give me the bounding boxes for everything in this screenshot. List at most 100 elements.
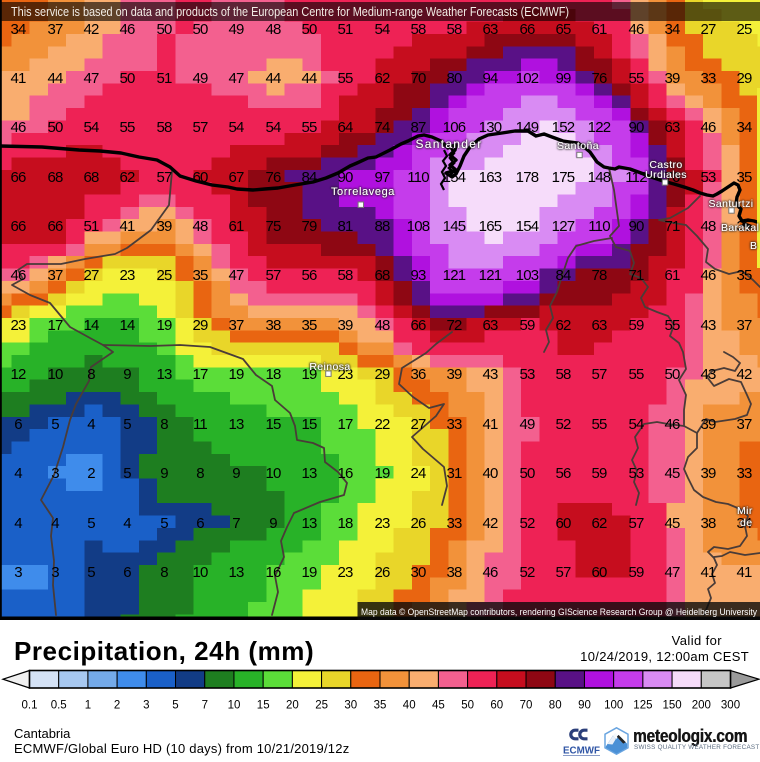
svg-text:48: 48 (265, 21, 281, 38)
svg-text:62: 62 (555, 317, 571, 334)
svg-text:72: 72 (446, 317, 462, 334)
svg-text:19: 19 (374, 465, 390, 482)
svg-text:97: 97 (374, 169, 390, 186)
svg-text:25: 25 (156, 267, 172, 284)
svg-text:41: 41 (119, 218, 135, 235)
svg-text:38: 38 (700, 515, 716, 532)
svg-text:71: 71 (664, 218, 680, 235)
svg-text:74: 74 (374, 119, 390, 136)
svg-text:63: 63 (482, 317, 498, 334)
svg-text:148: 148 (588, 169, 611, 186)
svg-text:53: 53 (519, 366, 535, 383)
svg-text:27: 27 (83, 267, 99, 284)
svg-text:50: 50 (192, 21, 208, 38)
svg-text:52: 52 (519, 515, 535, 532)
svg-text:38: 38 (446, 564, 462, 581)
svg-text:25: 25 (736, 21, 752, 38)
svg-text:55: 55 (628, 366, 644, 383)
svg-text:42: 42 (482, 515, 498, 532)
svg-text:44: 44 (265, 70, 281, 87)
svg-text:4: 4 (14, 515, 22, 532)
svg-text:47: 47 (664, 564, 680, 581)
svg-text:59: 59 (519, 317, 535, 334)
svg-text:51: 51 (337, 21, 353, 38)
svg-text:45: 45 (432, 700, 445, 712)
svg-text:15: 15 (257, 700, 270, 712)
svg-text:108: 108 (407, 218, 430, 235)
svg-text:This service is based on data: This service is based on data and produc… (11, 5, 569, 19)
svg-text:55: 55 (591, 416, 607, 433)
svg-text:27: 27 (410, 416, 426, 433)
svg-text:43: 43 (700, 317, 716, 334)
svg-text:41: 41 (700, 564, 716, 581)
svg-text:178: 178 (516, 169, 539, 186)
svg-text:56: 56 (555, 465, 571, 482)
svg-text:39: 39 (337, 317, 353, 334)
svg-text:62: 62 (374, 70, 390, 87)
svg-text:42: 42 (83, 21, 99, 38)
svg-text:50: 50 (664, 366, 680, 383)
svg-text:39: 39 (664, 70, 680, 87)
svg-text:200: 200 (692, 700, 711, 712)
svg-text:78: 78 (591, 267, 607, 284)
svg-text:17: 17 (47, 317, 63, 334)
svg-text:39: 39 (700, 465, 716, 482)
svg-text:20: 20 (286, 700, 299, 712)
svg-text:19: 19 (156, 317, 172, 334)
svg-text:57: 57 (591, 366, 607, 383)
svg-text:65: 65 (555, 21, 571, 38)
svg-text:50: 50 (519, 465, 535, 482)
svg-text:61: 61 (228, 218, 244, 235)
svg-text:17: 17 (337, 416, 353, 433)
svg-text:7: 7 (232, 515, 240, 532)
svg-text:145: 145 (443, 218, 466, 235)
svg-text:88: 88 (374, 218, 390, 235)
svg-text:41: 41 (736, 564, 752, 581)
svg-text:125: 125 (633, 700, 652, 712)
svg-text:Barakal: Barakal (721, 222, 759, 234)
svg-text:59: 59 (628, 317, 644, 334)
svg-text:7: 7 (202, 700, 208, 712)
svg-text:60: 60 (555, 515, 571, 532)
svg-text:26: 26 (410, 515, 426, 532)
svg-text:23: 23 (337, 564, 353, 581)
svg-text:71: 71 (628, 267, 644, 284)
svg-text:18: 18 (265, 366, 281, 383)
svg-text:6: 6 (196, 515, 204, 532)
svg-text:5: 5 (123, 416, 131, 433)
svg-text:50: 50 (301, 21, 317, 38)
svg-text:49: 49 (192, 70, 208, 87)
svg-text:38: 38 (265, 317, 281, 334)
svg-text:122: 122 (588, 119, 611, 136)
svg-text:33: 33 (736, 465, 752, 482)
svg-text:46: 46 (119, 21, 135, 38)
svg-text:34: 34 (10, 21, 26, 38)
svg-text:84: 84 (301, 169, 317, 186)
svg-text:Santander: Santander (415, 137, 482, 151)
svg-text:57: 57 (555, 564, 571, 581)
svg-text:106: 106 (443, 119, 466, 136)
svg-text:62: 62 (591, 515, 607, 532)
svg-text:51: 51 (156, 70, 172, 87)
svg-text:62: 62 (119, 169, 135, 186)
svg-text:53: 53 (700, 169, 716, 186)
svg-text:17: 17 (192, 366, 208, 383)
svg-text:90: 90 (578, 700, 591, 712)
svg-text:61: 61 (591, 21, 607, 38)
svg-text:29: 29 (192, 317, 208, 334)
svg-text:47: 47 (83, 70, 99, 87)
svg-text:23: 23 (374, 515, 390, 532)
svg-text:9: 9 (269, 515, 277, 532)
svg-text:58: 58 (156, 119, 172, 136)
svg-text:99: 99 (555, 70, 571, 87)
svg-text:50: 50 (47, 119, 63, 136)
svg-text:6: 6 (14, 416, 22, 433)
svg-text:4: 4 (123, 515, 131, 532)
svg-text:50: 50 (461, 700, 474, 712)
svg-text:55: 55 (337, 70, 353, 87)
svg-text:35: 35 (736, 267, 752, 284)
svg-text:44: 44 (47, 70, 63, 87)
svg-text:0.1: 0.1 (22, 700, 38, 712)
svg-text:39: 39 (446, 366, 462, 383)
svg-text:66: 66 (410, 317, 426, 334)
